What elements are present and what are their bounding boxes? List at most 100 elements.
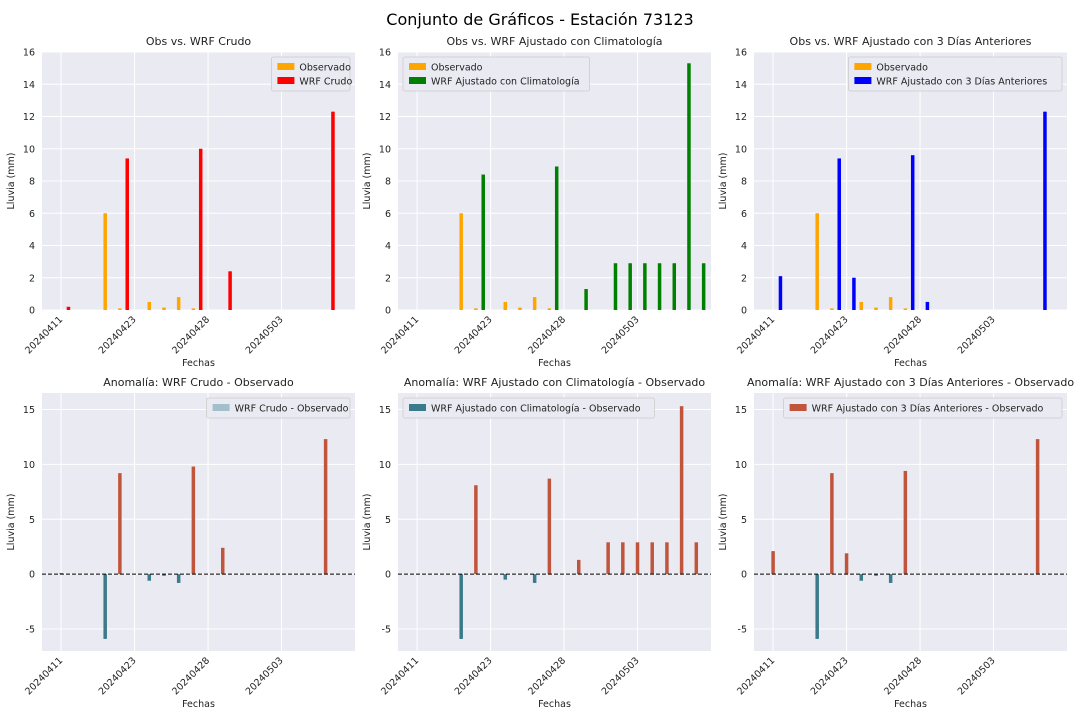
bar-2 bbox=[198, 148, 203, 310]
y-tick-label: 12 bbox=[379, 112, 391, 123]
legend-label: WRF Ajustado con 3 Días Anteriores bbox=[876, 77, 1047, 88]
x-tick-label: 20240411 bbox=[735, 655, 777, 697]
x-tick-label: 20240428 bbox=[882, 655, 924, 697]
plot-background bbox=[42, 393, 355, 651]
bar-1 bbox=[503, 574, 508, 580]
chart-panel-1: 0 2 4 6 8 10 12 14 16 20240411 20240423 20240428 202… bbox=[6, 35, 355, 369]
x-tick-label: 20240411 bbox=[23, 314, 65, 356]
y-tick-label: 4 bbox=[385, 241, 391, 252]
bar-2 bbox=[613, 263, 618, 310]
figure-title: Conjunto de Gráficos - Estación 73123 bbox=[386, 10, 694, 29]
y-axis-label: Lluvia (mm) bbox=[6, 494, 17, 551]
bar-1 bbox=[888, 297, 893, 310]
bar-2 bbox=[584, 289, 588, 310]
x-axis-label: Fechas bbox=[182, 699, 215, 710]
x-tick-label: 20240503 bbox=[956, 655, 998, 697]
bar-2 bbox=[701, 263, 706, 310]
legend: WRF Ajustado con Climatología - Observad… bbox=[402, 397, 655, 419]
legend-label: Observado bbox=[431, 63, 483, 74]
y-tick-label: 8 bbox=[741, 177, 747, 188]
bar-2 bbox=[672, 263, 677, 310]
x-tick-label: 20240428 bbox=[170, 314, 212, 356]
bar-1 bbox=[576, 559, 581, 575]
y-tick-label: 0 bbox=[385, 306, 391, 317]
bar-2 bbox=[687, 63, 691, 310]
bar-1 bbox=[665, 542, 669, 575]
bar-1 bbox=[118, 473, 122, 575]
bar-1 bbox=[59, 573, 63, 575]
y-tick-label: 6 bbox=[29, 209, 35, 220]
y-tick-label: 0 bbox=[741, 570, 747, 581]
chart-title: Obs vs. WRF Ajustado con 3 Días Anterior… bbox=[790, 35, 1032, 48]
y-tick-label: 14 bbox=[735, 80, 747, 91]
legend: WRF Crudo - Observado bbox=[206, 397, 351, 419]
x-tick-label: 20240503 bbox=[600, 314, 642, 356]
bar-1 bbox=[694, 542, 699, 575]
bar-1 bbox=[176, 297, 181, 310]
bar-2 bbox=[837, 158, 841, 310]
x-tick-label: 20240423 bbox=[809, 314, 851, 356]
bar-1 bbox=[176, 574, 181, 583]
bar-2 bbox=[228, 271, 232, 310]
y-tick-label: 12 bbox=[23, 112, 35, 123]
x-tick-label: 20240411 bbox=[379, 314, 421, 356]
bar-2 bbox=[1043, 111, 1047, 310]
bar-1 bbox=[830, 473, 834, 575]
legend-swatch bbox=[854, 77, 872, 84]
x-tick-label: 20240503 bbox=[600, 655, 642, 697]
y-tick-label: 5 bbox=[29, 515, 35, 526]
y-tick-label: -5 bbox=[382, 625, 391, 636]
x-tick-label: 20240423 bbox=[453, 655, 495, 697]
y-tick-label: 12 bbox=[735, 112, 747, 123]
bar-1 bbox=[191, 466, 196, 575]
x-axis-label: Fechas bbox=[538, 358, 571, 369]
legend: Observado WRF Crudo bbox=[270, 56, 352, 92]
legend-swatch bbox=[277, 77, 295, 84]
bar-1 bbox=[103, 574, 107, 639]
y-tick-label: 10 bbox=[379, 144, 391, 155]
bar-1 bbox=[547, 478, 552, 575]
legend-swatch bbox=[854, 63, 872, 70]
bar-1 bbox=[621, 542, 625, 575]
bar-2 bbox=[643, 263, 647, 310]
bar-2 bbox=[910, 155, 915, 310]
y-tick-label: 2 bbox=[385, 273, 391, 284]
y-tick-label: 6 bbox=[741, 209, 747, 220]
bar-1 bbox=[532, 297, 537, 310]
x-tick-label: 20240503 bbox=[244, 655, 286, 697]
bar-1 bbox=[903, 470, 908, 575]
bar-1 bbox=[147, 574, 152, 581]
bar-1 bbox=[859, 301, 864, 310]
bar-1 bbox=[844, 553, 849, 575]
bar-1 bbox=[1035, 439, 1040, 575]
y-tick-label: 2 bbox=[29, 273, 35, 284]
chart-title: Anomalía: WRF Crudo - Observado bbox=[103, 376, 294, 389]
x-tick-label: 20240503 bbox=[244, 314, 286, 356]
bar-1 bbox=[191, 308, 196, 310]
plot-background bbox=[398, 393, 711, 651]
x-tick-label: 20240411 bbox=[23, 655, 65, 697]
legend-swatch bbox=[277, 63, 295, 70]
legend-label: Observado bbox=[876, 63, 928, 74]
bar-1 bbox=[830, 308, 834, 310]
legend-swatch bbox=[409, 63, 426, 70]
y-tick-label: 5 bbox=[385, 515, 391, 526]
y-tick-label: 10 bbox=[379, 460, 391, 471]
bar-1 bbox=[474, 485, 478, 575]
y-tick-label: -5 bbox=[26, 625, 35, 636]
bar-2 bbox=[778, 276, 783, 310]
bar-1 bbox=[874, 574, 878, 576]
y-tick-label: 10 bbox=[735, 144, 747, 155]
chart-title: Obs vs. WRF Crudo bbox=[146, 35, 252, 48]
chart-panel-4: -5 0 5 10 15 20240411 20240423 20240428 20240503… bbox=[6, 376, 355, 710]
bar-1 bbox=[815, 574, 819, 639]
y-tick-label: 0 bbox=[29, 570, 35, 581]
legend-label: WRF Ajustado con 3 Días Anteriores - Obs… bbox=[812, 404, 1044, 415]
legend-label: Observado bbox=[299, 63, 351, 74]
y-tick-label: -5 bbox=[738, 625, 747, 636]
x-tick-label: 20240411 bbox=[379, 655, 421, 697]
y-tick-label: 0 bbox=[29, 306, 35, 317]
x-axis-label: Fechas bbox=[538, 699, 571, 710]
legend: WRF Ajustado con 3 Días Anteriores - Obs… bbox=[783, 397, 1063, 419]
bar-1 bbox=[650, 542, 654, 575]
